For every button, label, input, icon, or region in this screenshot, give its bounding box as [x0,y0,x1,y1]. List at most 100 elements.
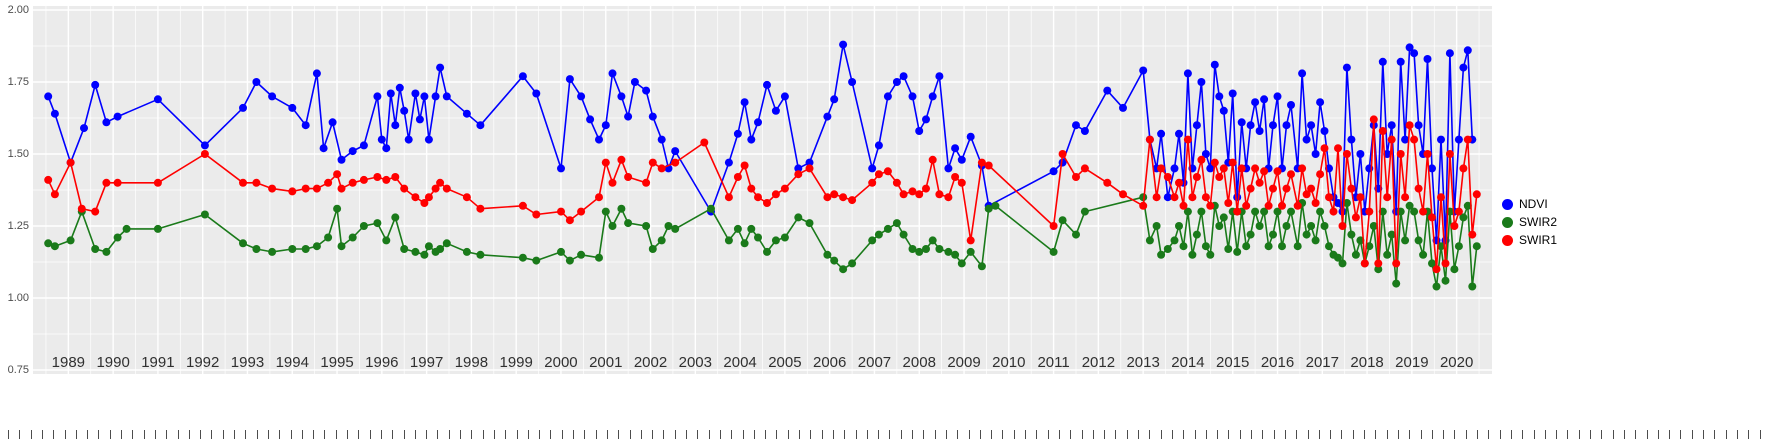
series-point-swir1 [1260,167,1269,176]
series-point-swir1 [1374,259,1383,268]
series-point-ndvi [763,80,771,89]
series-point-swir1 [1468,230,1477,239]
series-point-ndvi [630,78,639,86]
x-tick-label: 1999 [499,354,533,371]
series-point-ndvi [1356,150,1365,158]
series-point-swir2 [1387,230,1396,239]
ruler-tick [1205,430,1207,439]
series-point-ndvi [1139,66,1148,75]
x-tick-label: 1994 [275,354,309,371]
ruler-tick [200,430,202,439]
series-point-ndvi [928,92,937,101]
series-point-ndvi [1119,103,1127,112]
series-point-swir1 [928,155,937,164]
series-point-swir1 [411,193,420,202]
series-point-swir2 [1188,250,1197,259]
legend-item-ndvi: NDVI [1502,197,1557,211]
x-tick-label: 1998 [454,354,489,371]
series-point-swir2 [1273,207,1282,216]
series-point-swir1 [839,193,848,202]
ruler-tick [1115,430,1117,439]
series-point-swir2 [922,245,930,253]
ruler-tick [1567,430,1569,439]
series-point-swir2 [1316,207,1325,216]
ruler-tick [1544,430,1546,439]
ruler-tick [1612,430,1614,439]
series-point-ndvi [780,92,789,101]
series-point-swir1 [113,178,122,187]
ruler-tick [1601,430,1603,439]
series-point-swir2 [1264,242,1273,251]
ruler-tick [1409,430,1411,439]
series-point-ndvi [966,132,975,141]
series-point-ndvi [1378,57,1387,66]
series-point-swir2 [1251,207,1260,216]
series-point-ndvi [733,129,742,138]
series-point-swir1 [391,173,400,181]
series-point-swir2 [883,224,892,233]
series-point-swir1 [324,178,333,187]
x-tick-label: 2011 [1037,354,1070,371]
series-point-ndvi [1287,101,1295,109]
x-tick-label: 2019 [1395,354,1429,371]
ruler-tick [674,430,676,439]
series-point-swir2 [1219,213,1228,222]
series-point-swir2 [268,247,277,256]
ruler-tick [121,430,122,439]
ruler-tick [347,430,348,439]
series-point-swir2 [733,224,742,233]
series-point-swir1 [966,236,975,245]
series-point-swir2 [1325,242,1333,251]
series-point-swir2 [1201,242,1210,251]
series-point-swir2 [1437,242,1445,251]
ruler-tick [98,430,100,439]
legend-label: SWIR2 [1519,215,1558,229]
series-point-swir2 [44,239,53,248]
series-point-swir1 [935,190,944,199]
series-point-ndvi [823,112,832,121]
series-point-ndvi [400,106,409,115]
ruler-tick [753,430,755,439]
series-point-swir1 [1378,127,1387,135]
series-point-swir1 [883,167,892,176]
ruler-tick [19,430,21,439]
ruler-tick [1092,430,1094,439]
ruler-tick [177,430,179,439]
ruler-tick [437,430,439,439]
ruler-tick [30,430,32,439]
series-point-swir1 [1228,158,1237,167]
series-point-swir2 [1145,236,1154,245]
series-point-ndvi [312,69,321,78]
series-point-swir1 [908,187,917,196]
ruler-tick [448,430,450,439]
series-point-ndvi [153,95,162,104]
series-point-ndvi [415,115,424,124]
series-point-ndvi [839,40,848,49]
ruler-tick [719,430,721,439]
ruler-tick [787,430,789,439]
ruler-tick [426,430,428,439]
ruler-tick [1646,430,1648,439]
ruler-tick [1736,430,1738,439]
ruler-tick [1296,430,1298,439]
ruler-tick [109,430,111,439]
series-point-swir2 [780,233,789,242]
series-point-ndvi [442,92,451,101]
plot-panel [33,6,1492,374]
series-point-swir2 [1260,207,1269,216]
ruler-tick [1657,430,1659,439]
series-point-swir1 [868,178,877,187]
series-point-swir1 [420,199,429,207]
ruler-tick [1070,430,1072,439]
series-point-swir1 [1383,193,1392,202]
series-point-swir2 [957,259,966,268]
series-point-ndvi [1163,193,1172,202]
series-point-swir1 [1392,259,1401,268]
series-point-swir2 [1410,207,1419,216]
ruler-tick [1036,430,1038,439]
series-point-swir2 [436,245,445,253]
ruler-tick [1510,430,1512,439]
series-point-swir2 [462,247,471,256]
series-point-swir2 [848,259,857,268]
series-point-swir1 [312,184,321,193]
